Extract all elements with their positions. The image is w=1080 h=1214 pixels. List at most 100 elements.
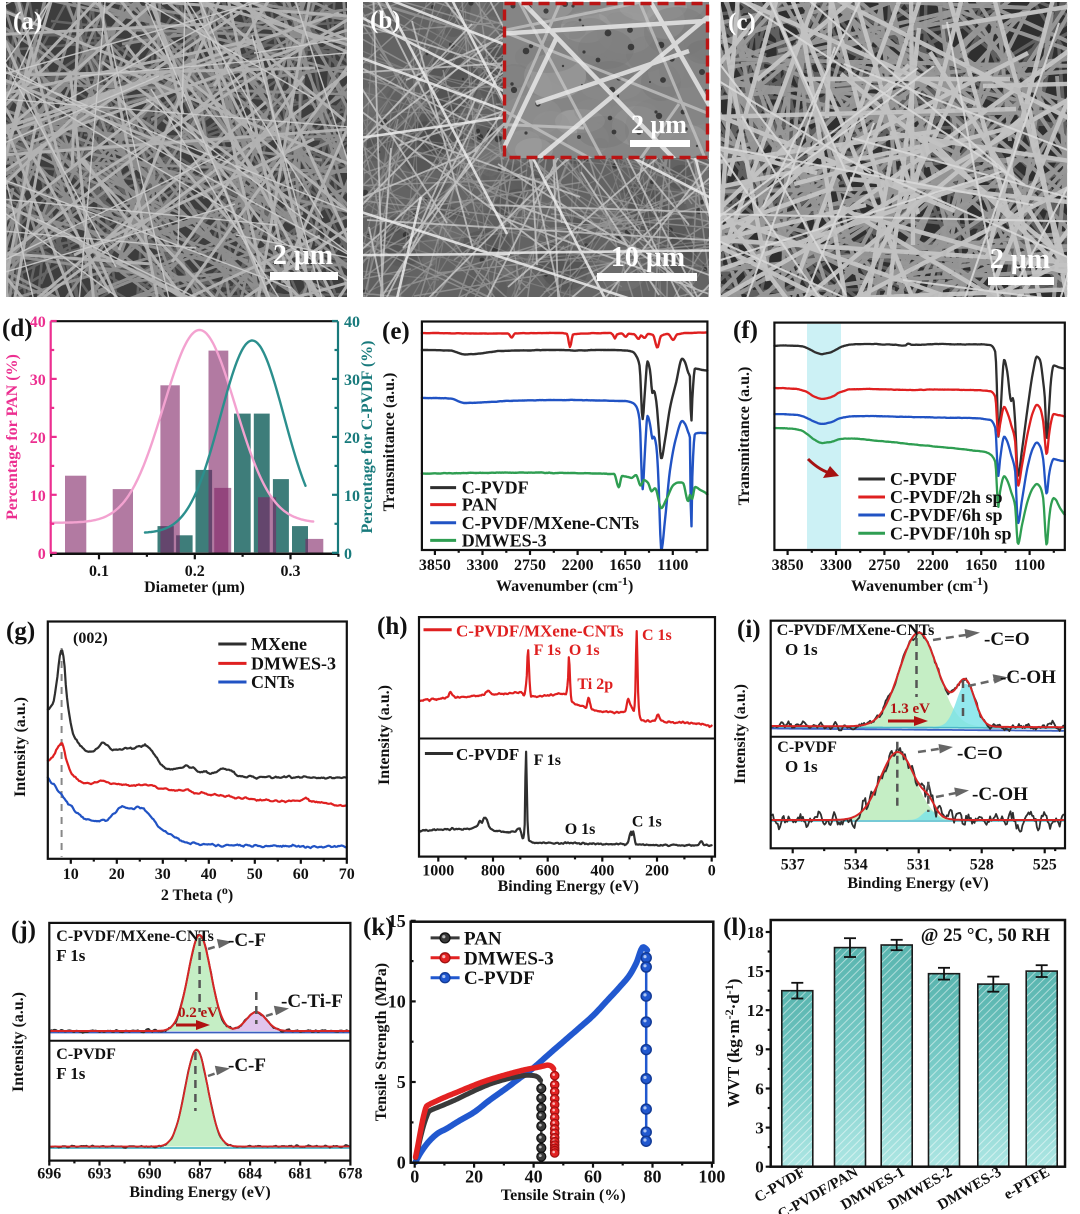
svg-text:20: 20 [465,1167,483,1187]
svg-text:800: 800 [481,863,505,880]
svg-text:C-PVDF/6h sp: C-PVDF/6h sp [890,505,1003,525]
svg-text:1100: 1100 [1014,557,1045,574]
svg-text:(002): (002) [73,630,108,647]
svg-text:20: 20 [109,866,125,883]
svg-text:-C-OH: -C-OH [972,784,1028,805]
svg-text:C-PVDF: C-PVDF [462,478,529,498]
svg-text:C-PVDF/MXene-CNTs: C-PVDF/MXene-CNTs [456,622,624,641]
svg-text:30: 30 [344,372,360,389]
svg-text:Tensile Strain (%): Tensile Strain (%) [501,1187,626,1204]
svg-text:F 1s: F 1s [56,1064,86,1083]
svg-text:(e): (e) [382,318,410,345]
svg-text:40: 40 [525,1167,543,1187]
svg-text:(d): (d) [2,315,33,342]
svg-text:C-PVDF/MXene-CNTs: C-PVDF/MXene-CNTs [462,513,639,533]
svg-text:Intensity (a.u.): Intensity (a.u.) [732,684,749,784]
svg-text:Wavenumber (cm-1): Wavenumber (cm-1) [851,574,988,595]
svg-text:C-PVDF: C-PVDF [56,1046,116,1063]
svg-text:(j): (j) [11,917,36,944]
svg-text:400: 400 [590,863,614,880]
svg-text:2750: 2750 [868,557,900,574]
svg-text:DMWES-3: DMWES-3 [464,948,554,969]
svg-text:Ti 2p: Ti 2p [577,676,613,693]
svg-text:Binding Energy (eV): Binding Energy (eV) [498,878,639,895]
svg-text:534: 534 [844,856,868,873]
svg-text:20: 20 [344,430,360,447]
svg-text:-C-Ti-F: -C-Ti-F [281,991,343,1012]
svg-text:e-PTFE: e-PTFE [1001,1164,1052,1203]
svg-text:1650: 1650 [609,557,641,574]
svg-text:681: 681 [288,1166,312,1183]
svg-text:0: 0 [397,1153,406,1173]
svg-text:Intensity (a.u.): Intensity (a.u.) [376,685,393,785]
svg-text:6: 6 [755,1079,764,1098]
svg-text:2200: 2200 [562,557,594,574]
svg-text:Diameter (μm): Diameter (μm) [144,579,245,596]
svg-text:18: 18 [747,923,764,942]
svg-text:(k): (k) [363,914,394,941]
svg-text:(b): (b) [370,7,401,34]
svg-text:CNTs: CNTs [251,672,294,692]
svg-text:DMWES-3: DMWES-3 [251,653,336,673]
svg-text:-C=O: -C=O [957,743,1003,764]
svg-text:50: 50 [247,866,263,883]
svg-text:1650: 1650 [965,557,997,574]
svg-text:60: 60 [584,1167,602,1187]
svg-text:-C=O: -C=O [984,629,1030,650]
svg-text:696: 696 [37,1166,61,1183]
svg-text:537: 537 [781,856,805,873]
svg-text:O 1s: O 1s [785,757,818,776]
svg-text:WVT (kg·m-2·d-1): WVT (kg·m-2·d-1) [722,979,743,1108]
svg-text:40: 40 [201,866,217,883]
svg-text:Intensity (a.u.): Intensity (a.u.) [12,697,29,797]
svg-text:C 1s: C 1s [642,627,672,644]
svg-text:PAN: PAN [462,495,498,515]
svg-text:0.2 eV: 0.2 eV [178,1005,218,1021]
svg-text:2200: 2200 [917,557,949,574]
svg-text:-C-F: -C-F [228,930,266,951]
svg-text:200: 200 [645,863,669,880]
svg-text:C-PVDF: C-PVDF [456,745,519,764]
svg-text:30: 30 [30,372,46,389]
svg-text:12: 12 [747,1001,764,1020]
svg-text:Tensile Strength (MPa): Tensile Strength (MPa) [373,963,390,1121]
svg-text:10: 10 [30,488,46,505]
svg-text:10: 10 [388,991,406,1011]
svg-text:687: 687 [188,1166,212,1183]
svg-text:(c): (c) [728,9,756,36]
svg-text:10 μm: 10 μm [611,242,685,273]
svg-text:Intensity (a.u.): Intensity (a.u.) [10,992,27,1092]
svg-text:2750: 2750 [514,557,546,574]
svg-text:2 μm: 2 μm [990,244,1050,275]
svg-text:F 1s: F 1s [534,642,561,659]
svg-text:0: 0 [708,863,716,880]
svg-text:0: 0 [410,1167,419,1187]
svg-text:O 1s: O 1s [569,642,600,659]
svg-text:20: 20 [30,430,46,447]
svg-text:70: 70 [339,866,355,883]
svg-text:Percentage for PAN (%): Percentage for PAN (%) [4,354,21,520]
svg-text:@ 25 °C, 50 RH: @ 25 °C, 50 RH [921,925,1050,946]
svg-text:MXene: MXene [251,634,307,654]
svg-text:O 1s: O 1s [565,821,596,838]
svg-text:0: 0 [38,546,46,563]
svg-text:690: 690 [138,1166,162,1183]
svg-text:C-PVDF/10h sp: C-PVDF/10h sp [890,523,1012,543]
svg-text:678: 678 [338,1166,362,1183]
svg-text:Percentage for C-PVDF (%): Percentage for C-PVDF (%) [359,341,376,534]
svg-text:528: 528 [970,856,994,873]
svg-text:40: 40 [30,314,46,331]
svg-text:684: 684 [238,1166,262,1183]
svg-text:(a): (a) [13,8,42,35]
svg-text:-C-F: -C-F [228,1055,266,1076]
svg-text:2 μm: 2 μm [273,240,333,271]
svg-text:F 1s: F 1s [56,946,86,965]
svg-text:F 1s: F 1s [534,752,561,769]
svg-text:100: 100 [698,1167,725,1187]
svg-text:3300: 3300 [820,557,852,574]
svg-text:Transmittance (a.u.): Transmittance (a.u.) [736,367,753,506]
svg-text:C 1s: C 1s [632,814,662,831]
svg-text:Wavenumber (cm-1): Wavenumber (cm-1) [496,574,633,595]
svg-text:1000: 1000 [422,863,454,880]
svg-text:10: 10 [63,866,79,883]
